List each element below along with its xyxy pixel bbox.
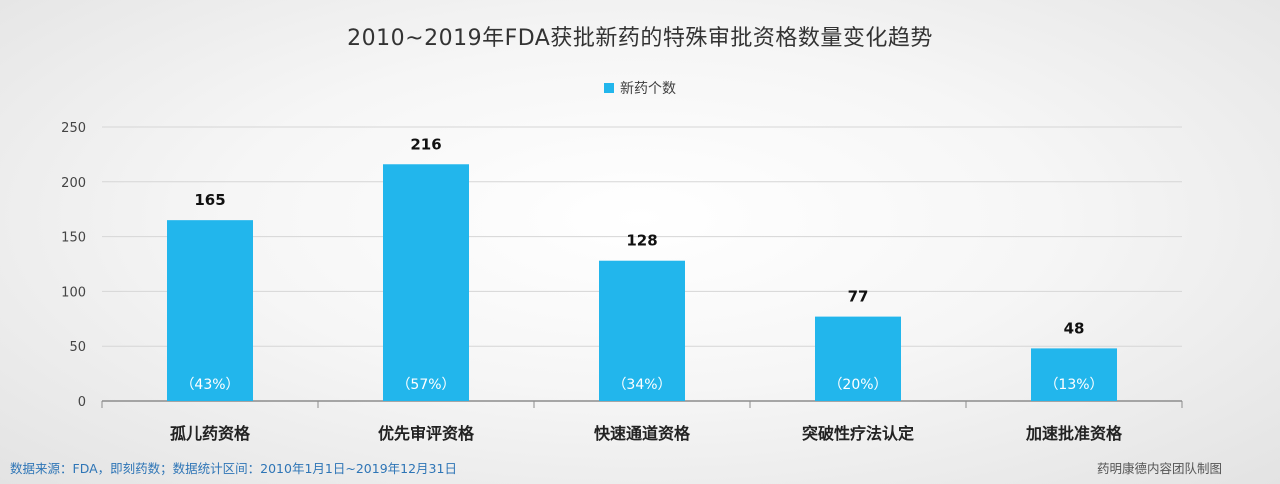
bar-percent-label: （34%） [612, 377, 671, 393]
bar-value-label: 128 [626, 232, 657, 250]
bar [599, 260, 685, 401]
bar-value-label: 77 [848, 288, 869, 306]
y-tick-label: 100 [61, 285, 86, 300]
legend-label: 新药个数 [620, 81, 676, 97]
y-tick-label: 250 [61, 121, 86, 136]
y-tick-label: 50 [69, 340, 86, 355]
x-category-label: 快速通道资格 [594, 424, 691, 443]
x-category-label: 优先审评资格 [378, 424, 475, 443]
bar-value-label: 216 [410, 135, 441, 153]
data-source-note: 数据来源：FDA，即刻药数；数据统计区间：2010年1月1日~2019年12月3… [10, 461, 457, 476]
bar [1031, 348, 1117, 401]
bar [167, 220, 253, 401]
y-tick-label: 200 [61, 176, 86, 191]
bar-percent-label: （43%） [180, 377, 239, 393]
legend: 新药个数 [0, 78, 1280, 98]
bar [815, 316, 901, 401]
bar-value-label: 48 [1064, 319, 1085, 337]
chart-title: 2010~2019年FDA获批新药的特殊审批资格数量变化趋势 [347, 26, 933, 51]
bar-value-label: 165 [194, 191, 225, 209]
legend-swatch [604, 83, 614, 93]
bar-percent-label: （13%） [1044, 377, 1103, 393]
x-category-label: 突破性疗法认定 [802, 424, 914, 443]
bar [383, 164, 469, 401]
bar-percent-label: （57%） [396, 377, 455, 393]
y-tick-label: 150 [61, 231, 86, 246]
x-category-label: 孤儿药资格 [170, 424, 251, 443]
x-category-label: 加速批准资格 [1025, 424, 1123, 443]
bar-percent-label: （20%） [828, 377, 887, 393]
chart-credit: 药明康德内容团队制图 [1096, 461, 1222, 476]
y-tick-label: 0 [78, 395, 86, 410]
